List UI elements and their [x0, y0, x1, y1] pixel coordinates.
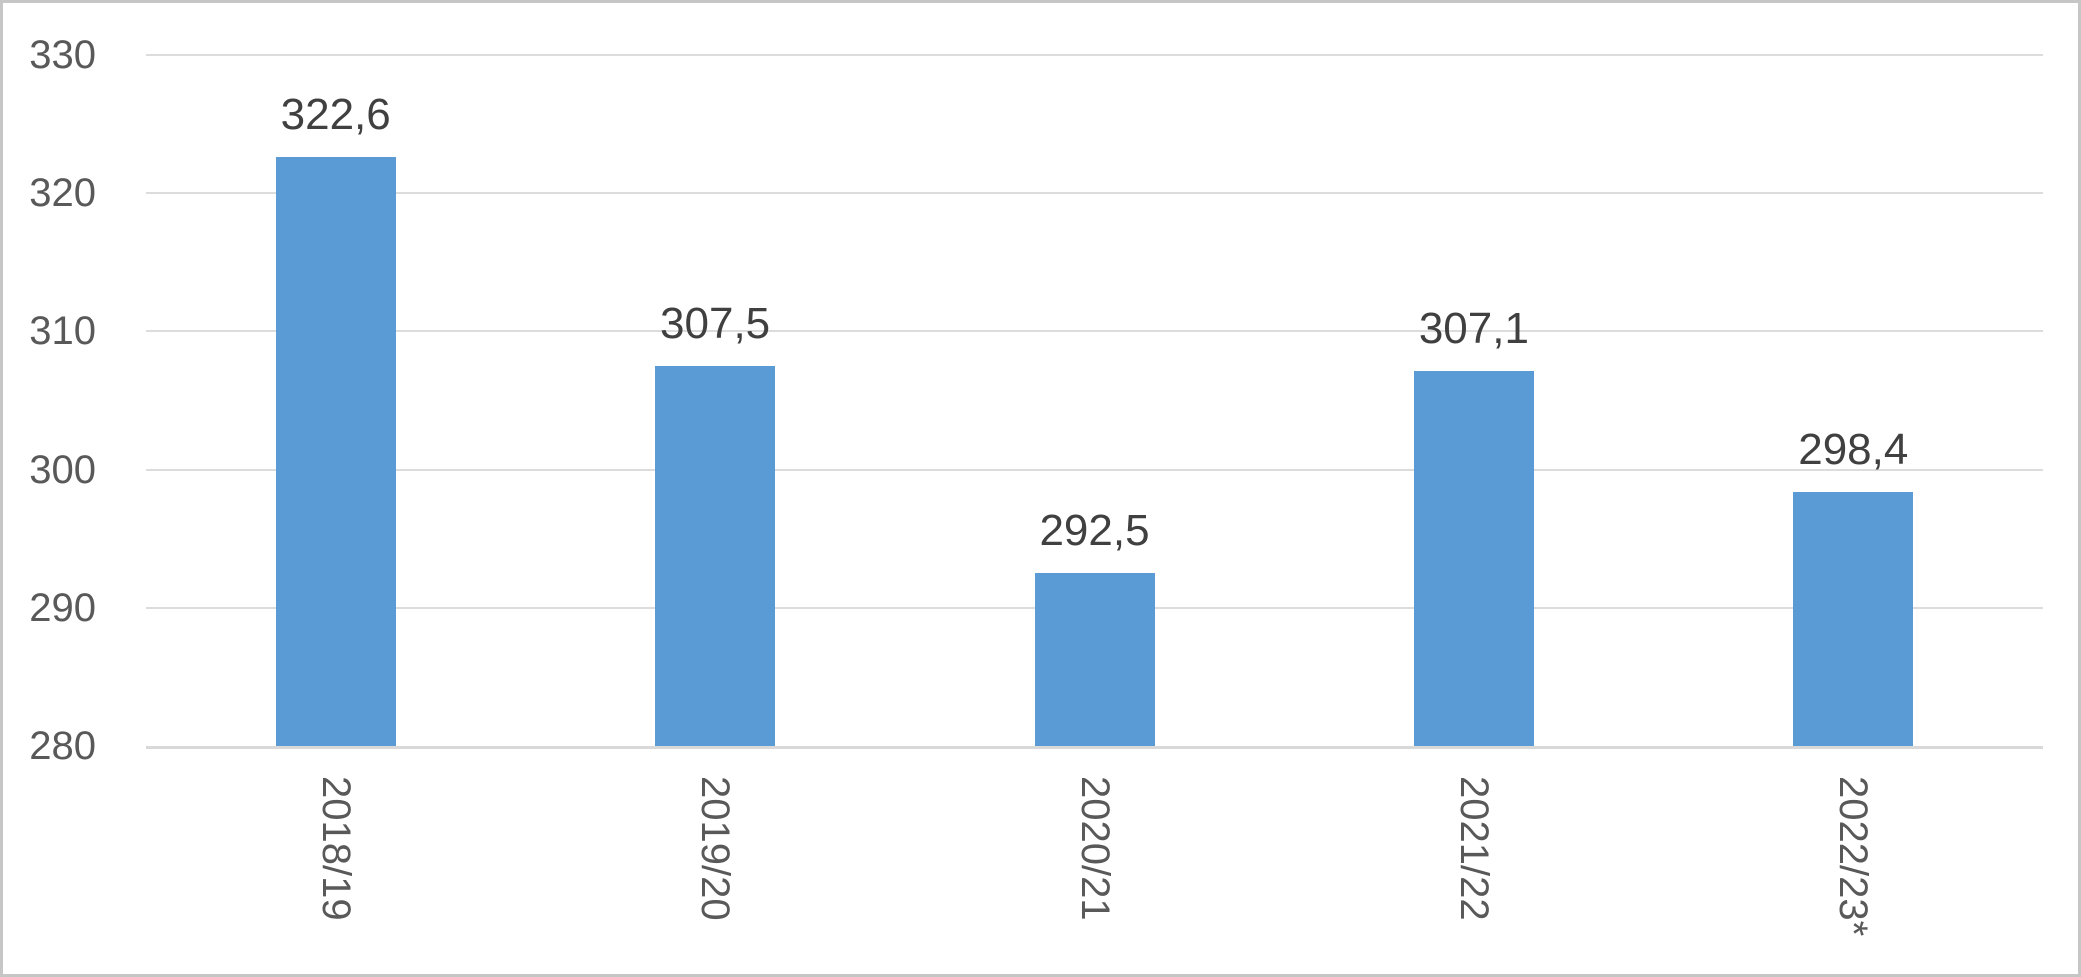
- y-axis-label: 320: [29, 171, 96, 216]
- bar-value-label: 298,4: [1798, 424, 1909, 474]
- gridline: [146, 54, 2043, 56]
- gridline: [146, 192, 2043, 195]
- y-axis-label: 280: [29, 724, 96, 768]
- gridline: [146, 330, 2043, 333]
- bar: [1793, 491, 1914, 746]
- bar-value-label: 292,5: [1039, 506, 1150, 556]
- bar: [275, 157, 396, 746]
- y-axis-label: 330: [29, 33, 96, 77]
- bar: [1034, 573, 1155, 746]
- gridline: [146, 468, 2043, 471]
- y-axis-label: 290: [29, 585, 96, 630]
- bar-value-label: 307,1: [1418, 304, 1529, 354]
- x-axis-label: 2020/21: [1072, 776, 1117, 921]
- x-axis-line: [146, 746, 2043, 749]
- bar: [1413, 371, 1534, 746]
- plot-area: [146, 54, 2043, 749]
- y-axis-label: 300: [29, 447, 96, 492]
- x-axis-label: 2021/22: [1451, 776, 1496, 921]
- bar-value-label: 322,6: [280, 90, 391, 140]
- x-axis-label: 2022/23*: [1831, 776, 1876, 937]
- y-axis-label: 310: [29, 309, 96, 354]
- bar: [655, 365, 776, 746]
- bar-value-label: 307,5: [660, 298, 771, 348]
- x-axis-label: 2019/20: [693, 776, 738, 921]
- x-axis-label: 2018/19: [313, 776, 358, 921]
